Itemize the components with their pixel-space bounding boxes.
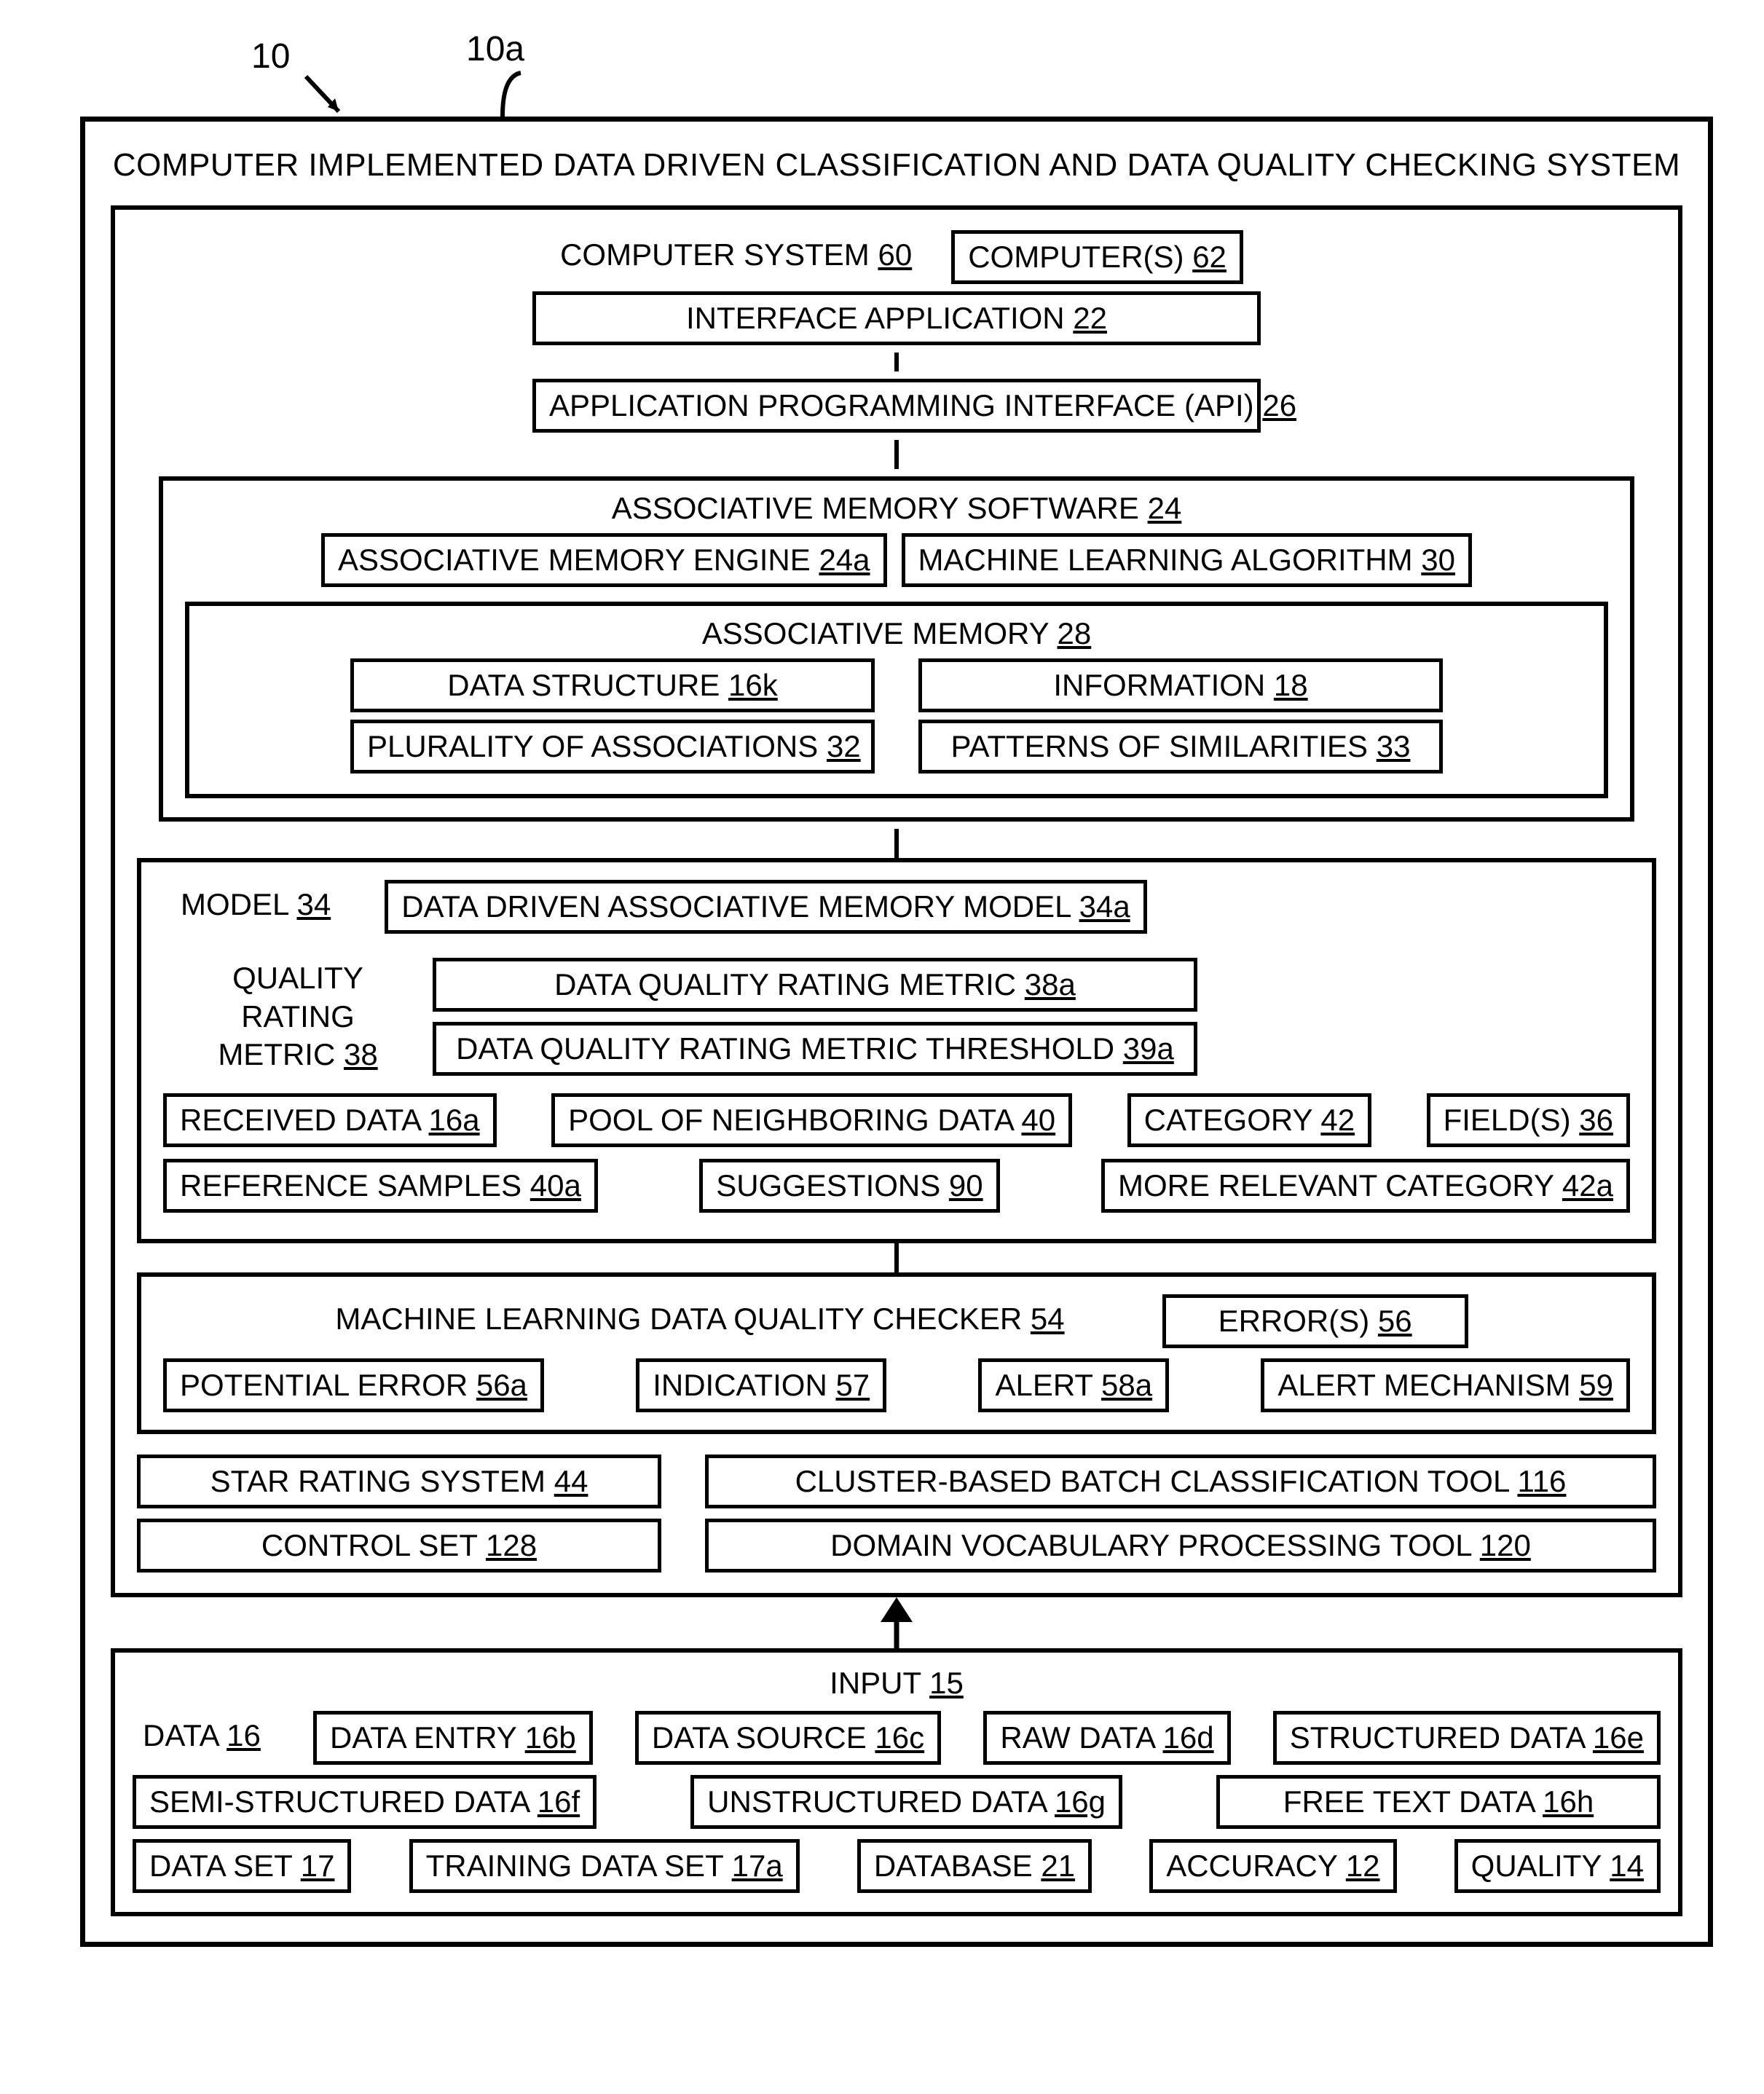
cluster-tool-box: CLUSTER-BASED BATCH CLASSIFICATION TOOL … [705,1455,1656,1508]
category-box: CATEGORY 42 [1127,1093,1371,1147]
suggestions-box: SUGGESTIONS 90 [699,1159,999,1213]
ml-dqc-label: MACHINE LEARNING DATA QUALITY CHECKER 54 [325,1294,1074,1348]
assoc-memory-group: ASSOCIATIVE MEMORY 28 DATA STRUCTURE 16k… [185,602,1608,798]
potential-error-box: POTENTIAL ERROR 56a [163,1358,544,1412]
arrow-up [111,1597,1682,1648]
database-box: DATABASE 21 [857,1839,1092,1893]
system-outer-box: COMPUTER IMPLEMENTED DATA DRIVEN CLASSIF… [80,117,1713,1947]
lead-hook-10a [484,69,543,124]
accuracy-box: ACCURACY 12 [1149,1839,1396,1893]
raw-data-box: RAW DATA 16d [983,1711,1230,1765]
ml-algorithm-box: MACHINE LEARNING ALGORITHM 30 [902,533,1472,587]
more-relevant-category-box: MORE RELEVANT CATEGORY 42a [1101,1159,1630,1213]
lead-lines: 10 10a [80,29,1764,117]
ddam-box: DATA DRIVEN ASSOCIATIVE MEMORY MODEL 34a [385,880,1147,934]
ref-label-10a: 10a [466,29,524,69]
connector-2 [894,440,899,469]
dqrm-threshold-box: DATA QUALITY RATING METRIC THRESHOLD 39a [433,1022,1197,1076]
computer-system-label: COMPUTER SYSTEM 60 [550,230,922,284]
connector-3 [894,829,899,858]
control-set-box: CONTROL SET 128 [137,1519,661,1573]
computers-box: COMPUTER(S) 62 [951,230,1243,284]
unstructured-data-box: UNSTRUCTURED DATA 16g [690,1775,1122,1829]
training-data-set-box: TRAINING DATA SET 17a [409,1839,800,1893]
checker-group: MACHINE LEARNING DATA QUALITY CHECKER 54… [137,1272,1656,1434]
star-rating-system-box: STAR RATING SYSTEM 44 [137,1455,661,1508]
assoc-engine-box: ASSOCIATIVE MEMORY ENGINE 24a [321,533,887,587]
data-quality-rating-metric-box: DATA QUALITY RATING METRIC 38a [433,958,1197,1012]
data-source-box: DATA SOURCE 16c [635,1711,941,1765]
fields-box: FIELD(S) 36 [1427,1093,1630,1147]
assoc-memory-software-group: ASSOCIATIVE MEMORY SOFTWARE 24 ASSOCIATI… [159,476,1634,822]
main-title: COMPUTER IMPLEMENTED DATA DRIVEN CLASSIF… [111,147,1682,184]
information-box: INFORMATION 18 [918,658,1443,712]
indication-box: INDICATION 57 [636,1358,886,1412]
errors-box: ERROR(S) 56 [1162,1294,1468,1348]
section-upper: COMPUTER SYSTEM 60 COMPUTER(S) 62 INTERF… [111,205,1682,1597]
model-group: MODEL 34 DATA DRIVEN ASSOCIATIVE MEMORY … [137,858,1656,1243]
reference-samples-box: REFERENCE SAMPLES 40a [163,1159,598,1213]
input-title: INPUT 15 [130,1666,1663,1701]
semi-structured-data-box: SEMI-STRUCTURED DATA 16f [133,1775,596,1829]
data-set-box: DATA SET 17 [133,1839,351,1893]
alert-box: ALERT 58a [978,1358,1169,1412]
assoc-sw-title: ASSOCIATIVE MEMORY SOFTWARE 24 [178,491,1615,526]
data-entry-box: DATA ENTRY 16b [313,1711,593,1765]
alert-mechanism-box: ALERT MECHANISM 59 [1261,1358,1630,1412]
patterns-similarities-box: PATTERNS OF SIMILARITIES 33 [918,720,1443,774]
input-section: INPUT 15 DATA 16 DATA ENTRY 16b DATA SOU… [111,1648,1682,1916]
received-data-box: RECEIVED DATA 16a [163,1093,497,1147]
domain-vocab-tool-box: DOMAIN VOCABULARY PROCESSING TOOL 120 [705,1519,1656,1573]
data-label: DATA 16 [133,1711,271,1765]
ref-label-10: 10 [251,36,290,76]
quality-box: QUALITY 14 [1454,1839,1661,1893]
data-structure-box: DATA STRUCTURE 16k [350,658,875,712]
assoc-memory-title: ASSOCIATIVE MEMORY 28 [202,616,1591,651]
interface-application-box: INTERFACE APPLICATION 22 [532,291,1261,345]
api-box: APPLICATION PROGRAMMING INTERFACE (API) … [532,379,1261,433]
connector-1 [894,353,899,371]
free-text-data-box: FREE TEXT DATA 16h [1216,1775,1661,1829]
pool-neighboring-data-box: POOL OF NEIGHBORING DATA 40 [551,1093,1072,1147]
structured-data-box: STRUCTURED DATA 16e [1273,1711,1661,1765]
connector-4 [894,1243,899,1272]
model-label: MODEL 34 [170,880,341,934]
quality-rating-metric-label: QUALITY RATING METRIC 38 [178,952,418,1082]
plurality-associations-box: PLURALITY OF ASSOCIATIONS 32 [350,720,875,774]
